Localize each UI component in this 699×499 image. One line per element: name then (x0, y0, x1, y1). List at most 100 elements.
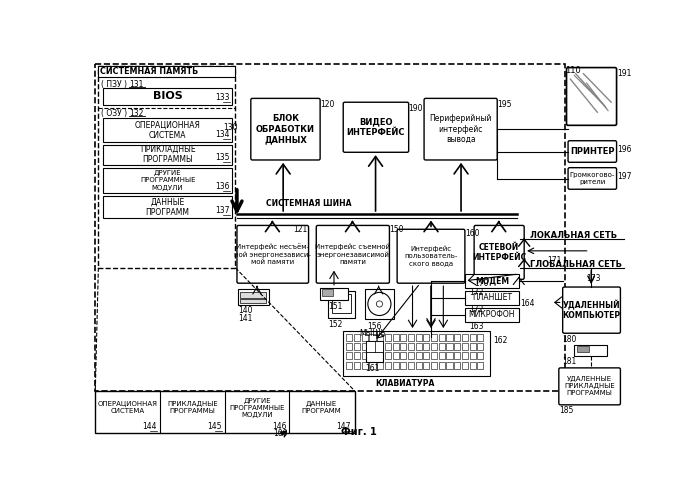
Text: ОПЕРАЦИОННАЯ
СИСТЕМА: ОПЕРАЦИОННАЯ СИСТЕМА (98, 401, 157, 415)
Bar (361, 352, 368, 359)
FancyBboxPatch shape (237, 226, 308, 283)
Text: 136: 136 (215, 182, 230, 191)
FancyBboxPatch shape (343, 102, 409, 152)
FancyBboxPatch shape (568, 168, 617, 189)
Bar (470, 352, 475, 359)
Text: 134: 134 (215, 130, 230, 139)
Bar (416, 362, 421, 369)
Bar (343, 331, 489, 376)
Bar (366, 341, 383, 352)
Text: 164: 164 (520, 298, 535, 307)
Text: ВИДЕО
ИНТЕРФЕЙС: ВИДЕО ИНТЕРФЕЙС (347, 118, 405, 137)
Text: ДАННЫЕ
ПРОГРАММ: ДАННЫЕ ПРОГРАММ (145, 197, 189, 217)
Text: ПЛАНШЕТ: ПЛАНШЕТ (472, 293, 512, 302)
Bar (416, 352, 421, 359)
Text: 195: 195 (497, 100, 512, 109)
Text: СЕТЕВОЙ
ИНТЕРФЕЙС: СЕТЕВОЙ ИНТЕРФЕЙС (472, 243, 526, 262)
Bar (447, 352, 452, 359)
Bar (346, 343, 352, 350)
Bar (401, 362, 406, 369)
Bar (346, 352, 352, 359)
Bar (431, 362, 437, 369)
Text: 160: 160 (465, 229, 480, 239)
Bar (354, 343, 360, 350)
Text: 151: 151 (329, 302, 343, 311)
Bar (401, 343, 406, 350)
Bar (322, 289, 333, 295)
Bar (401, 334, 406, 341)
Bar (447, 334, 452, 341)
Bar (354, 334, 360, 341)
Text: 196: 196 (617, 145, 632, 154)
Bar (240, 291, 266, 298)
Bar (470, 334, 475, 341)
Text: 121: 121 (293, 226, 307, 235)
Text: Интерфейс съемной
энергонезависимой
памяти: Интерфейс съемной энергонезависимой памя… (315, 244, 390, 265)
Text: 135: 135 (215, 153, 230, 162)
Bar (369, 343, 375, 350)
Bar (361, 343, 368, 350)
Text: 140: 140 (238, 306, 252, 315)
Bar (331, 294, 351, 313)
FancyBboxPatch shape (568, 141, 617, 162)
Text: МЫШЬ: МЫШЬ (359, 329, 386, 338)
Text: УДАЛЕННЫЙ
КОМПЬЮТЕР: УДАЛЕННЫЙ КОМПЬЮТЕР (563, 300, 621, 320)
Bar (470, 343, 475, 350)
Text: 156: 156 (367, 322, 381, 331)
Bar (354, 352, 360, 359)
Text: ОПЕРАЦИОННАЯ
СИСТЕМА: ОПЕРАЦИОННАЯ СИСТЕМА (135, 120, 201, 140)
Bar (465, 274, 519, 288)
Text: СИСТЕМНАЯ ПАМЯТЬ: СИСТЕМНАЯ ПАМЯТЬ (100, 67, 198, 76)
FancyBboxPatch shape (474, 226, 524, 279)
Bar (385, 352, 391, 359)
Bar (393, 334, 398, 341)
Bar (439, 362, 445, 369)
Text: 197: 197 (617, 172, 632, 181)
Bar (462, 352, 468, 359)
Text: Интерфейс
пользователь-
ского ввода: Интерфейс пользователь- ского ввода (404, 246, 458, 266)
Bar (377, 352, 383, 359)
Bar (431, 334, 437, 341)
Text: КЛАВИАТУРА: КЛАВИАТУРА (375, 379, 435, 388)
Text: ДАННЫЕ
ПРОГРАММ: ДАННЫЕ ПРОГРАММ (302, 401, 342, 415)
Text: 161: 161 (366, 364, 380, 373)
FancyBboxPatch shape (566, 67, 617, 125)
Text: 191: 191 (617, 69, 632, 78)
Bar (465, 291, 519, 305)
Text: ДРУГИЕ
ПРОГРАММНЫЕ
МОДУЛИ: ДРУГИЕ ПРОГРАММНЫЕ МОДУЛИ (140, 170, 196, 191)
Text: Интерфейс несъём-
ной энергонезависи-
мой памяти: Интерфейс несъём- ной энергонезависи- мо… (234, 244, 311, 265)
Text: 171: 171 (547, 256, 562, 265)
Text: БЛОК
ОБРАБОТКИ
ДАННЫХ: БЛОК ОБРАБОТКИ ДАННЫХ (256, 114, 315, 144)
Text: 181: 181 (563, 357, 577, 366)
Bar (393, 352, 398, 359)
Text: 185: 185 (559, 406, 573, 415)
FancyBboxPatch shape (397, 229, 465, 283)
Bar (377, 334, 383, 341)
Bar (95, 391, 355, 433)
Text: ПРИКЛАДНЫЕ
ПРОГРАММЫ: ПРИКЛАДНЫЕ ПРОГРАММЫ (167, 401, 217, 415)
Bar (577, 346, 589, 352)
Bar (393, 343, 398, 350)
Bar (439, 334, 445, 341)
Bar (385, 362, 391, 369)
Text: 147: 147 (336, 422, 351, 431)
Text: ЛОКАЛЬНАЯ СЕТЬ: ЛОКАЛЬНАЯ СЕТЬ (531, 231, 617, 240)
Bar (365, 289, 394, 318)
Bar (99, 66, 236, 268)
Text: 141: 141 (238, 314, 252, 323)
Bar (477, 334, 484, 341)
Bar (454, 343, 460, 350)
Text: 144: 144 (143, 422, 157, 431)
Text: 150: 150 (389, 226, 404, 235)
Bar (385, 334, 391, 341)
Text: 173: 173 (586, 274, 600, 283)
Bar (377, 362, 383, 369)
Text: 172: 172 (469, 305, 483, 314)
Text: СИСТЕМНАЯ ШИНА: СИСТЕМНАЯ ШИНА (266, 200, 352, 209)
Bar (470, 362, 475, 369)
Bar (401, 352, 406, 359)
Text: 162: 162 (493, 335, 507, 344)
Bar (103, 168, 232, 193)
Bar (369, 362, 375, 369)
Text: 190: 190 (409, 104, 423, 113)
